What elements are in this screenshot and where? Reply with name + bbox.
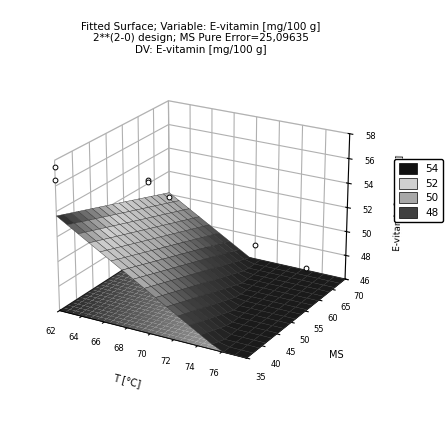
Title: Fitted Surface; Variable: E-vitamin [mg/100 g]
2**(2-0) design; MS Pure Error=25: Fitted Surface; Variable: E-vitamin [mg/… <box>81 22 320 55</box>
X-axis label: T [°C]: T [°C] <box>112 373 142 389</box>
Y-axis label: MS: MS <box>329 351 343 360</box>
Legend: 54, 52, 50, 48: 54, 52, 50, 48 <box>394 159 443 222</box>
